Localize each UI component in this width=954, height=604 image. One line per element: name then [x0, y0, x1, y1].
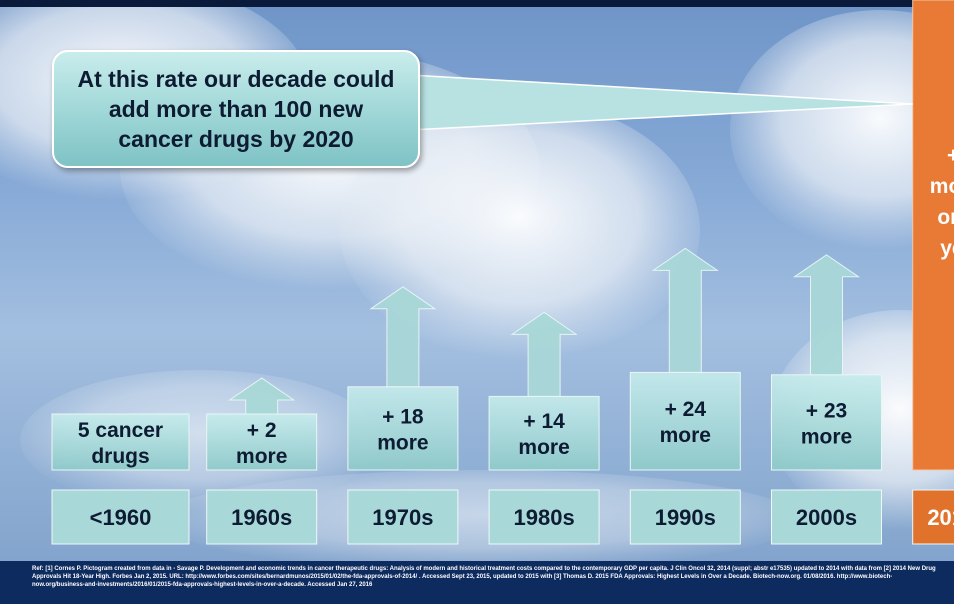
bar-label-0-0: 5 cancer: [78, 419, 163, 442]
bar-4: [629, 371, 741, 471]
category-box-5: [771, 489, 882, 545]
bar-label-1-1: more: [236, 445, 287, 468]
bar-label-2-0: + 18: [382, 405, 424, 428]
bar-0: [51, 413, 190, 471]
category-box-1: [206, 489, 318, 545]
bar-label-0-1: drugs: [91, 445, 149, 468]
category-label-0: <1960: [90, 505, 152, 530]
bar-1: [206, 413, 318, 471]
category-label-1: 1960s: [231, 505, 292, 530]
bar-5: [771, 374, 882, 471]
reference-footer: Ref: [1] Cornes P. Pictogram created fro…: [0, 561, 954, 604]
highlight-label-3: years: [940, 237, 954, 260]
growth-arrow-5: [792, 254, 861, 376]
category-label-3: 1980s: [514, 505, 575, 530]
top-bar: [0, 0, 954, 7]
bar-label-3-1: more: [518, 436, 569, 459]
growth-arrow-3: [510, 311, 578, 397]
category-label-2: 1970s: [372, 505, 433, 530]
growth-arrow-1: [228, 377, 296, 415]
bar-label-5-1: more: [801, 425, 852, 448]
bar-label-4-0: + 24: [665, 398, 707, 421]
growth-arrow-2: [369, 286, 437, 388]
bar-label-3-0: + 14: [523, 410, 565, 433]
highlight-bar: [912, 0, 954, 471]
bar-label-2-1: more: [377, 431, 428, 454]
callout-pointer: [409, 74, 913, 131]
bar-2: [347, 386, 459, 471]
highlight-label-0: + 43: [947, 144, 954, 167]
category-label-6: 2010-15: [927, 505, 954, 530]
bar-label-1-0: + 2: [247, 419, 277, 442]
bar-label-5-0: + 23: [806, 399, 847, 422]
category-box-6: [912, 489, 954, 545]
growth-arrow-4: [651, 247, 719, 373]
bar-3: [488, 395, 600, 471]
reference-text: Ref: [1] Cornes P. Pictogram created fro…: [32, 566, 936, 588]
category-label-4: 1990s: [655, 505, 716, 530]
callout-bubble: At this rate our decade could add more t…: [52, 50, 420, 168]
category-box-2: [347, 489, 459, 545]
category-box-4: [629, 489, 741, 545]
highlight-label-2: only 5: [937, 206, 954, 229]
bar-label-4-1: more: [660, 424, 711, 447]
highlight-label-1: more in: [930, 175, 954, 198]
category-box-0: [51, 489, 190, 545]
category-label-5: 2000s: [796, 505, 857, 530]
category-box-3: [488, 489, 600, 545]
